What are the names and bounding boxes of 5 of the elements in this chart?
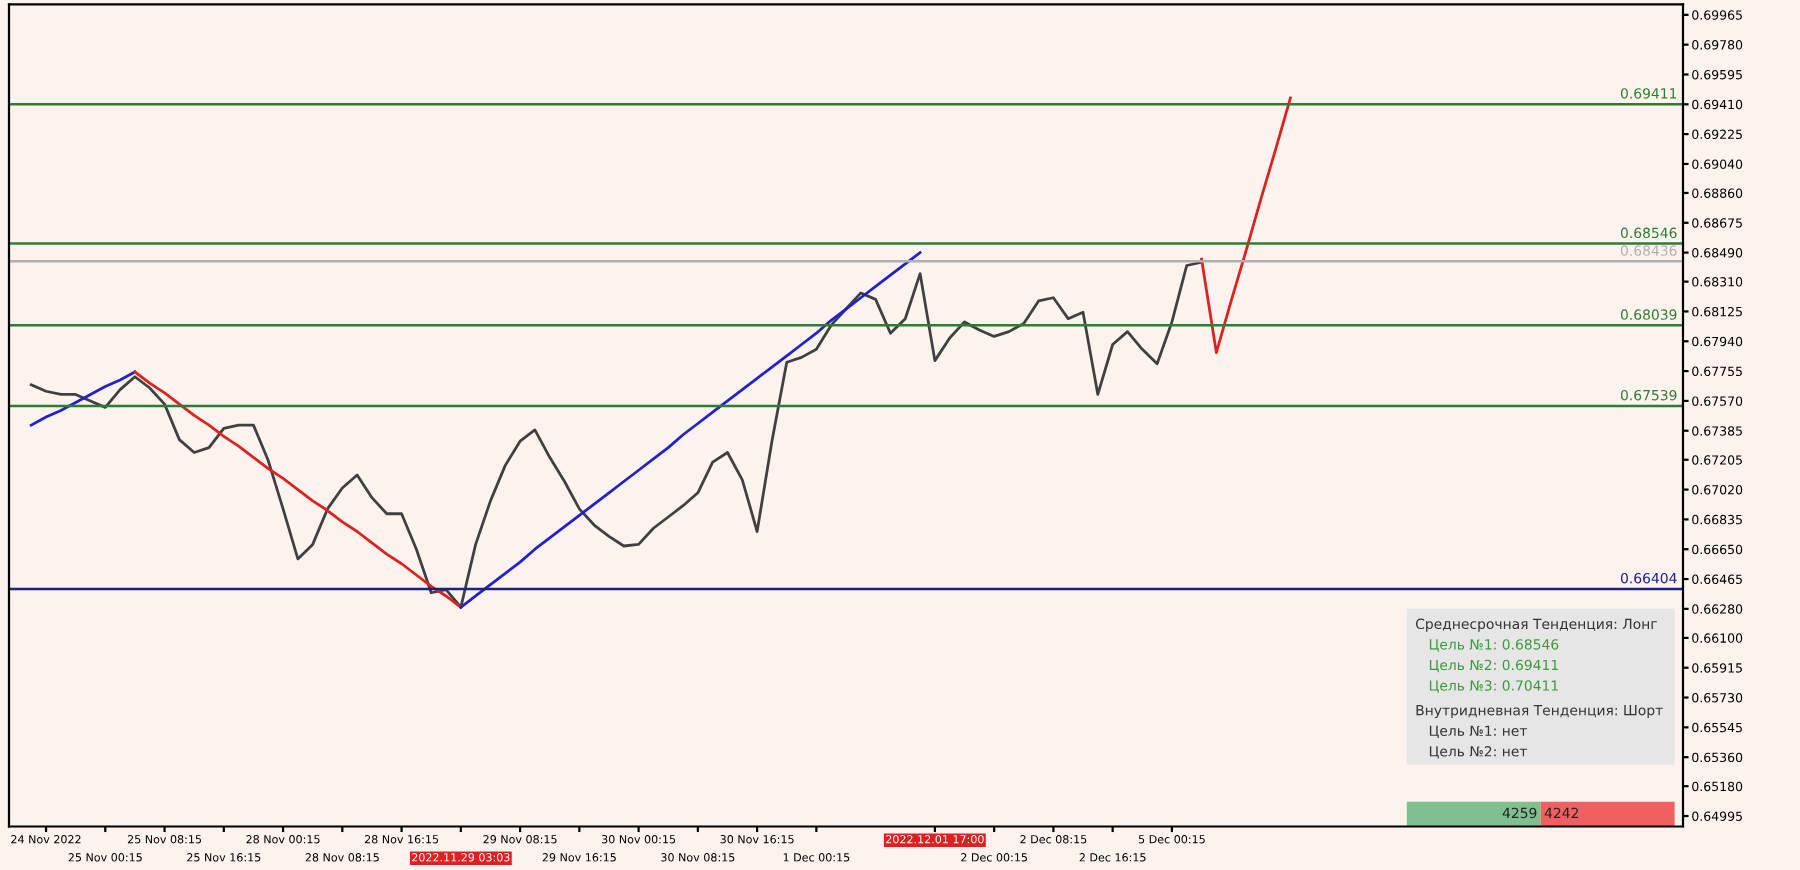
line-series [1200, 96, 1292, 354]
line-series [459, 251, 922, 609]
line-series [29, 260, 1203, 609]
line-series [133, 370, 463, 609]
line-series [29, 370, 137, 427]
